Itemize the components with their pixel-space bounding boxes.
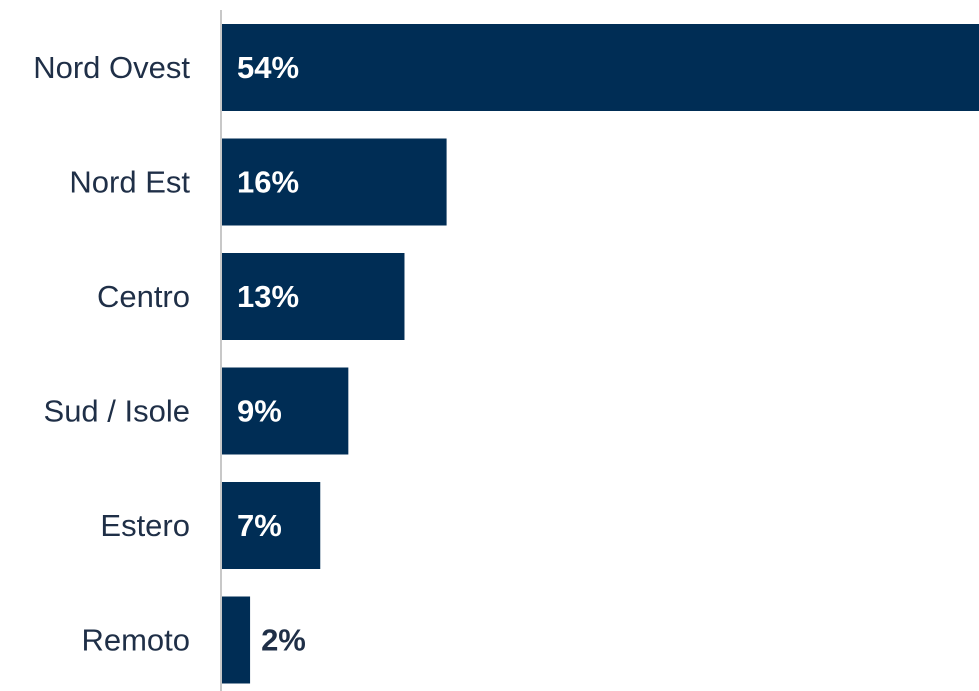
value-label-nord-ovest: 54% (237, 50, 299, 85)
bar-sud-isole (222, 367, 349, 455)
value-label-estero: 7% (237, 508, 282, 543)
value-labels-group: 54% 16% 13% 9% 7% 2% (237, 50, 306, 658)
category-label-nord-ovest: Nord Ovest (33, 50, 190, 85)
bar-remoto (222, 596, 251, 684)
value-label-nord-est: 16% (237, 165, 299, 200)
category-label-sud-isole: Sud / Isole (44, 394, 190, 429)
bar-nord-est (222, 138, 447, 226)
category-label-remoto: Remoto (81, 623, 190, 658)
category-labels-group: Nord Ovest Nord Est Centro Sud / Isole Ester… (33, 50, 190, 658)
category-label-nord-est: Nord Est (69, 165, 190, 200)
bar-centro (222, 253, 405, 340)
bar-estero (222, 482, 321, 569)
category-label-estero: Estero (100, 508, 190, 543)
value-label-sud-isole: 9% (237, 394, 282, 429)
value-label-remoto: 2% (261, 623, 306, 658)
value-label-centro: 13% (237, 279, 299, 314)
bar-nord-ovest (222, 24, 979, 111)
bars-group (222, 24, 979, 684)
category-label-centro: Centro (97, 279, 190, 314)
